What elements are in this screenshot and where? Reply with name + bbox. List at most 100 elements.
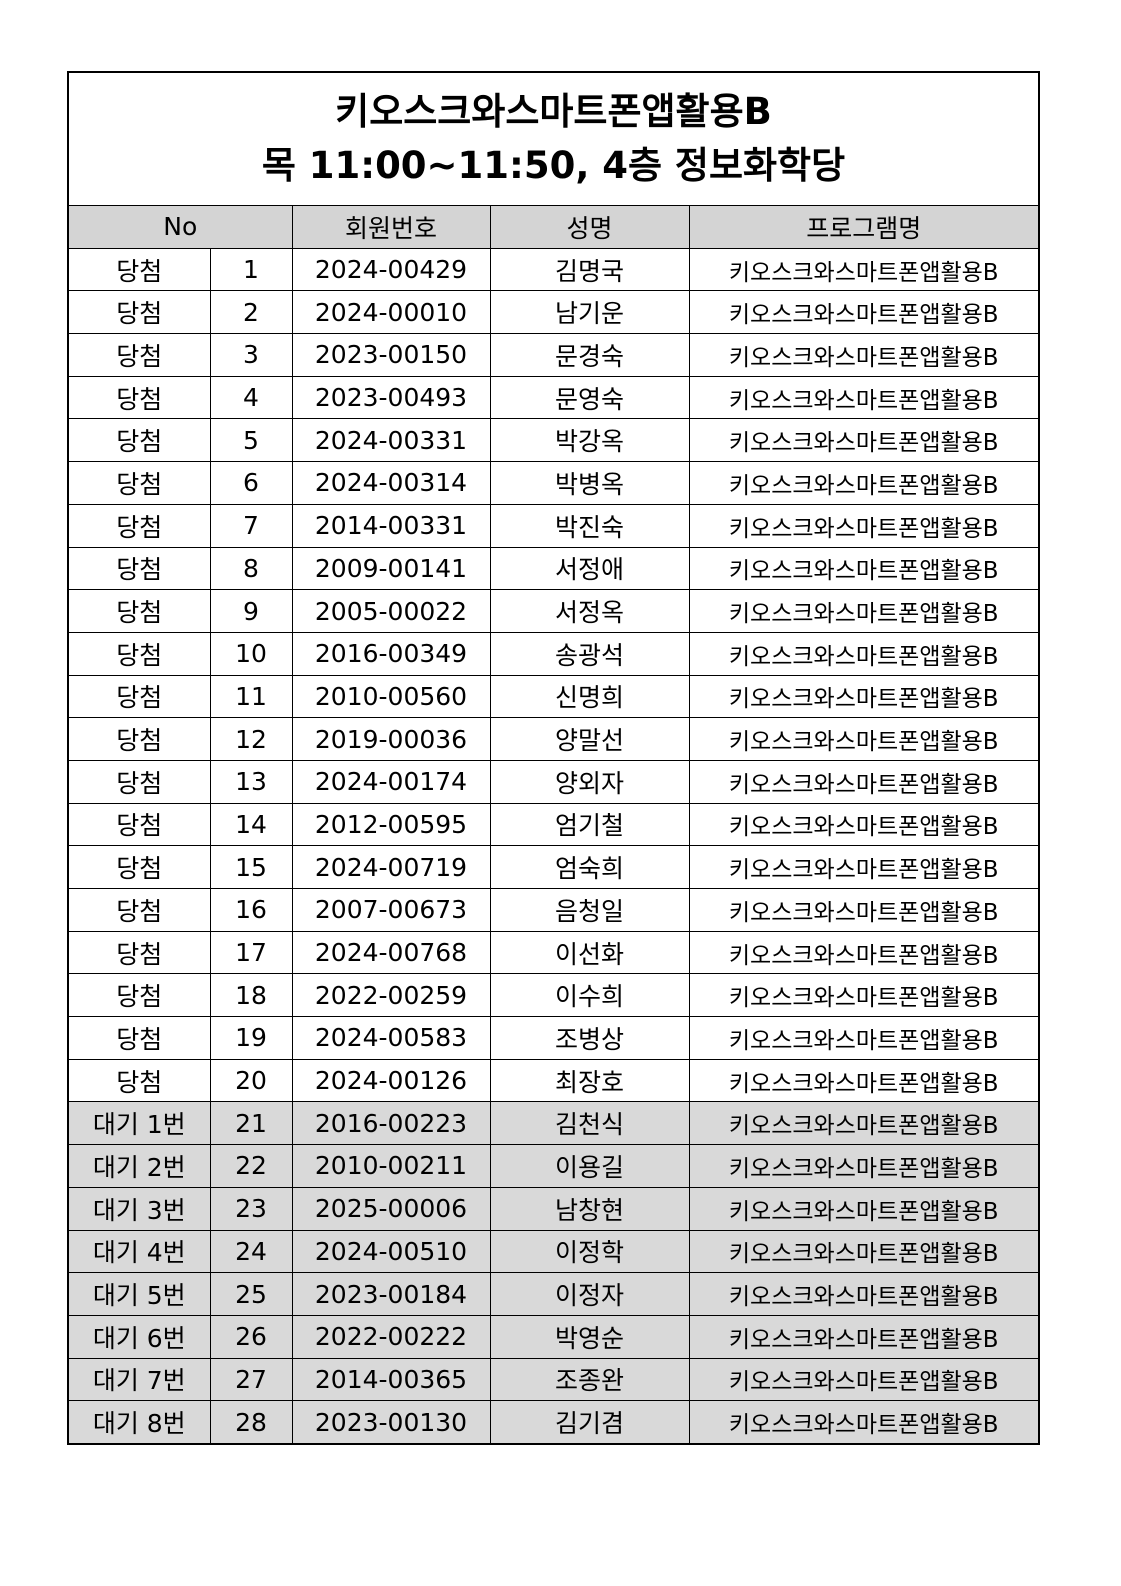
number-cell: 8	[209, 546, 293, 591]
status-cell: 당첨	[69, 418, 211, 463]
number-cell: 1	[209, 247, 293, 292]
status-cell: 대기 4번	[69, 1229, 211, 1274]
number-cell: 15	[209, 845, 293, 889]
member-id-cell: 2023-00493	[291, 375, 491, 420]
status-cell: 당첨	[69, 546, 211, 591]
member-id-cell: 2016-00223	[291, 1101, 491, 1146]
program-cell: 키오스크와스마트폰앱활용B	[688, 1101, 1038, 1146]
member-id-cell: 2010-00211	[291, 1144, 491, 1188]
member-id-cell: 2023-00184	[291, 1272, 491, 1316]
waitlist-row: 대기 5번 25 2023-00184 이정자 키오스크와스마트폰앱활용B	[69, 1272, 1038, 1316]
program-cell: 키오스크와스마트폰앱활용B	[688, 631, 1038, 676]
program-cell: 키오스크와스마트폰앱활용B	[688, 546, 1038, 591]
waitlist-row: 대기 8번 28 2023-00130 김기겸 키오스크와스마트폰앱활용B	[69, 1400, 1038, 1443]
name-cell: 김기겸	[489, 1400, 690, 1443]
member-id-cell: 2024-00174	[291, 759, 491, 804]
number-cell: 2	[209, 290, 293, 335]
member-id-cell: 2023-00150	[291, 333, 491, 377]
name-cell: 이정자	[489, 1272, 690, 1316]
waitlist-row: 대기 6번 26 2022-00222 박영순 키오스크와스마트폰앱활용B	[69, 1314, 1038, 1359]
name-cell: 이정학	[489, 1229, 690, 1274]
member-id-cell: 2007-00673	[291, 888, 491, 932]
name-cell: 남기운	[489, 290, 690, 335]
header-program: 프로그램명	[688, 206, 1038, 249]
status-cell: 대기 2번	[69, 1144, 211, 1188]
member-id-cell: 2024-00126	[291, 1058, 491, 1103]
number-cell: 6	[209, 461, 293, 505]
header-member-id: 회원번호	[291, 206, 491, 249]
winner-row: 당첨 13 2024-00174 양외자 키오스크와스마트폰앱활용B	[69, 759, 1038, 804]
status-cell: 당첨	[69, 802, 211, 847]
status-cell: 당첨	[69, 845, 211, 889]
number-cell: 11	[209, 674, 293, 719]
program-cell: 키오스크와스마트폰앱활용B	[688, 418, 1038, 463]
name-cell: 음청일	[489, 888, 690, 932]
winner-row: 당첨 11 2010-00560 신명희 키오스크와스마트폰앱활용B	[69, 674, 1038, 719]
number-cell: 25	[209, 1272, 293, 1316]
status-cell: 당첨	[69, 674, 211, 719]
name-cell: 조병상	[489, 1016, 690, 1060]
name-cell: 문영숙	[489, 375, 690, 420]
program-cell: 키오스크와스마트폰앱활용B	[688, 247, 1038, 292]
name-cell: 이선화	[489, 930, 690, 975]
status-cell: 당첨	[69, 717, 211, 761]
header-no: No	[69, 206, 293, 249]
winner-row: 당첨 14 2012-00595 엄기철 키오스크와스마트폰앱활용B	[69, 802, 1038, 847]
program-cell: 키오스크와스마트폰앱활용B	[688, 1186, 1038, 1231]
winner-row: 당첨 17 2024-00768 이선화 키오스크와스마트폰앱활용B	[69, 930, 1038, 975]
program-cell: 키오스크와스마트폰앱활용B	[688, 503, 1038, 548]
member-id-cell: 2022-00259	[291, 973, 491, 1018]
name-cell: 양말선	[489, 717, 690, 761]
program-cell: 키오스크와스마트폰앱활용B	[688, 375, 1038, 420]
number-cell: 24	[209, 1229, 293, 1274]
winner-row: 당첨 8 2009-00141 서정애 키오스크와스마트폰앱활용B	[69, 546, 1038, 591]
member-id-cell: 2014-00331	[291, 503, 491, 548]
status-cell: 당첨	[69, 503, 211, 548]
winner-row: 당첨 10 2016-00349 송광석 키오스크와스마트폰앱활용B	[69, 631, 1038, 676]
number-cell: 28	[209, 1400, 293, 1443]
status-cell: 당첨	[69, 1016, 211, 1060]
program-cell: 키오스크와스마트폰앱활용B	[688, 1229, 1038, 1274]
member-id-cell: 2024-00010	[291, 290, 491, 335]
member-id-cell: 2023-00130	[291, 1400, 491, 1443]
number-cell: 22	[209, 1144, 293, 1188]
winner-row: 당첨 18 2022-00259 이수희 키오스크와스마트폰앱활용B	[69, 973, 1038, 1018]
winner-row: 당첨 2 2024-00010 남기운 키오스크와스마트폰앱활용B	[69, 290, 1038, 335]
number-cell: 23	[209, 1186, 293, 1231]
program-cell: 키오스크와스마트폰앱활용B	[688, 973, 1038, 1018]
name-cell: 남창현	[489, 1186, 690, 1231]
status-cell: 당첨	[69, 290, 211, 335]
winner-row: 당첨 7 2014-00331 박진숙 키오스크와스마트폰앱활용B	[69, 503, 1038, 548]
name-cell: 박영순	[489, 1314, 690, 1359]
program-cell: 키오스크와스마트폰앱활용B	[688, 759, 1038, 804]
number-cell: 17	[209, 930, 293, 975]
name-cell: 박병옥	[489, 461, 690, 505]
name-cell: 서정애	[489, 546, 690, 591]
program-cell: 키오스크와스마트폰앱활용B	[688, 717, 1038, 761]
status-cell: 당첨	[69, 631, 211, 676]
program-cell: 키오스크와스마트폰앱활용B	[688, 589, 1038, 633]
winner-row: 당첨 6 2024-00314 박병옥 키오스크와스마트폰앱활용B	[69, 461, 1038, 505]
member-id-cell: 2005-00022	[291, 589, 491, 633]
winner-row: 당첨 16 2007-00673 음청일 키오스크와스마트폰앱활용B	[69, 888, 1038, 932]
winner-row: 당첨 9 2005-00022 서정옥 키오스크와스마트폰앱활용B	[69, 589, 1038, 633]
name-cell: 김천식	[489, 1101, 690, 1146]
program-cell: 키오스크와스마트폰앱활용B	[688, 845, 1038, 889]
number-cell: 4	[209, 375, 293, 420]
waitlist-row: 대기 4번 24 2024-00510 이정학 키오스크와스마트폰앱활용B	[69, 1229, 1038, 1274]
program-cell: 키오스크와스마트폰앱활용B	[688, 888, 1038, 932]
winner-row: 당첨 1 2024-00429 김명국 키오스크와스마트폰앱활용B	[69, 247, 1038, 292]
name-cell: 양외자	[489, 759, 690, 804]
winner-row: 당첨 19 2024-00583 조병상 키오스크와스마트폰앱활용B	[69, 1016, 1038, 1060]
member-id-cell: 2024-00583	[291, 1016, 491, 1060]
status-cell: 대기 5번	[69, 1272, 211, 1316]
member-id-cell: 2024-00331	[291, 418, 491, 463]
number-cell: 3	[209, 333, 293, 377]
status-cell: 대기 3번	[69, 1186, 211, 1231]
program-cell: 키오스크와스마트폰앱활용B	[688, 1357, 1038, 1402]
program-title: 키오스크와스마트폰앱활용B	[335, 90, 772, 133]
name-cell: 이용길	[489, 1144, 690, 1188]
number-cell: 10	[209, 631, 293, 676]
lottery-result-sheet: 키오스크와스마트폰앱활용B 목 11:00~11:50, 4층 정보화학당 No…	[67, 71, 1040, 1445]
waitlist-row: 대기 2번 22 2010-00211 이용길 키오스크와스마트폰앱활용B	[69, 1144, 1038, 1188]
